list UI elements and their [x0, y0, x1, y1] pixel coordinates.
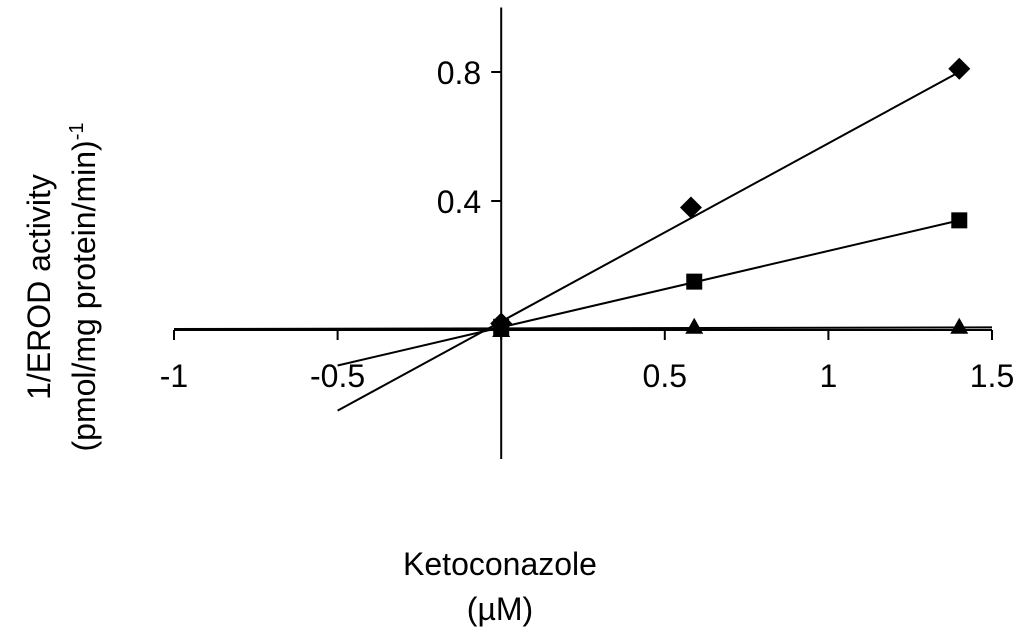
x-tick-label: 0.5: [643, 358, 687, 394]
y-axis-unit-group: (pmol/mg protein/min)-1: [66, 123, 102, 452]
square-data-point: [686, 273, 703, 290]
y-tick-label: 0.8: [437, 55, 481, 91]
tick-marks: [173, 71, 993, 340]
data-markers: [490, 57, 971, 337]
y-axis-unit-text: (pmol/mg protein/min)-1: [66, 123, 102, 452]
y-axis-title-group: 1/EROD activity: [21, 174, 57, 400]
x-tick-label: 1: [820, 358, 838, 394]
x-tick-label: -1: [160, 358, 188, 394]
fit-line-square: [337, 219, 960, 367]
diamond-data-point: [679, 196, 702, 219]
triangle-data-point: [492, 321, 511, 337]
x-tick-label: 1.5: [970, 358, 1014, 394]
y-axis-unit-exponent: -1: [66, 123, 88, 141]
x-axis-title: Ketoconazole: [403, 546, 597, 582]
fit-line-diamond: [337, 71, 960, 412]
x-tick-label: -0.5: [310, 358, 365, 394]
tick-labels: -1 -0.5 0.5 1 1.5 0.4 0.8: [160, 55, 1014, 394]
triangle-data-point: [685, 317, 704, 334]
x-axis-unit: (µM): [467, 591, 533, 627]
y-axis-title: 1/EROD activity: [21, 174, 57, 400]
y-tick-label: 0.4: [437, 184, 481, 220]
fit-line-triangle: [173, 326, 993, 331]
triangle-data-point: [950, 317, 969, 334]
y-axis-unit: (pmol/mg protein/min): [66, 140, 102, 451]
square-data-point: [951, 212, 968, 229]
axes: [174, 7, 992, 459]
diamond-data-point: [948, 57, 971, 80]
fit-lines: [173, 71, 993, 412]
